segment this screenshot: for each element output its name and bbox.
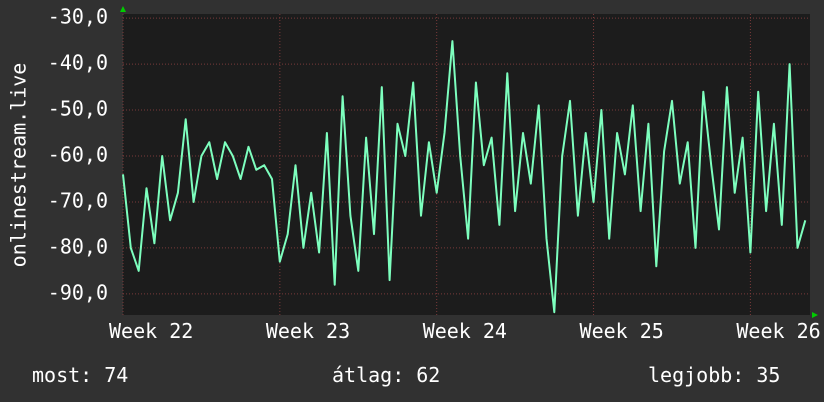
y-arrow bbox=[120, 6, 126, 12]
y-tick-label: -60,0 bbox=[48, 142, 108, 166]
footer-label: átlag: bbox=[332, 363, 404, 387]
y-axis-label: onlinestream.live bbox=[7, 63, 31, 268]
x-tick-label: Week 22 bbox=[109, 319, 193, 343]
y-tick-label: -90,0 bbox=[48, 280, 108, 304]
data-line bbox=[122, 40, 807, 314]
footer-label: most: bbox=[32, 363, 92, 387]
x-tick-label: Week 23 bbox=[266, 319, 350, 343]
y-tick-label: -50,0 bbox=[48, 97, 108, 121]
y-tick-label: -70,0 bbox=[48, 188, 108, 212]
footer-value: 74 bbox=[104, 363, 128, 387]
y-tick-label: -30,0 bbox=[48, 5, 108, 29]
x-arrow bbox=[812, 312, 818, 318]
footer-stat: most: 74 bbox=[32, 363, 128, 387]
y-tick-label: -80,0 bbox=[48, 234, 108, 258]
footer-value: 62 bbox=[416, 363, 440, 387]
x-tick-label: Week 26 bbox=[736, 319, 820, 343]
footer-label: legjobb: bbox=[648, 363, 744, 387]
footer-stat: legjobb: 35 bbox=[648, 363, 780, 387]
plot-area bbox=[123, 14, 810, 315]
x-tick-label: Week 24 bbox=[423, 319, 507, 343]
footer-value: 35 bbox=[756, 363, 780, 387]
x-tick-label: Week 25 bbox=[580, 319, 664, 343]
footer-stat: átlag: 62 bbox=[332, 363, 440, 387]
y-tick-label: -40,0 bbox=[48, 51, 108, 75]
